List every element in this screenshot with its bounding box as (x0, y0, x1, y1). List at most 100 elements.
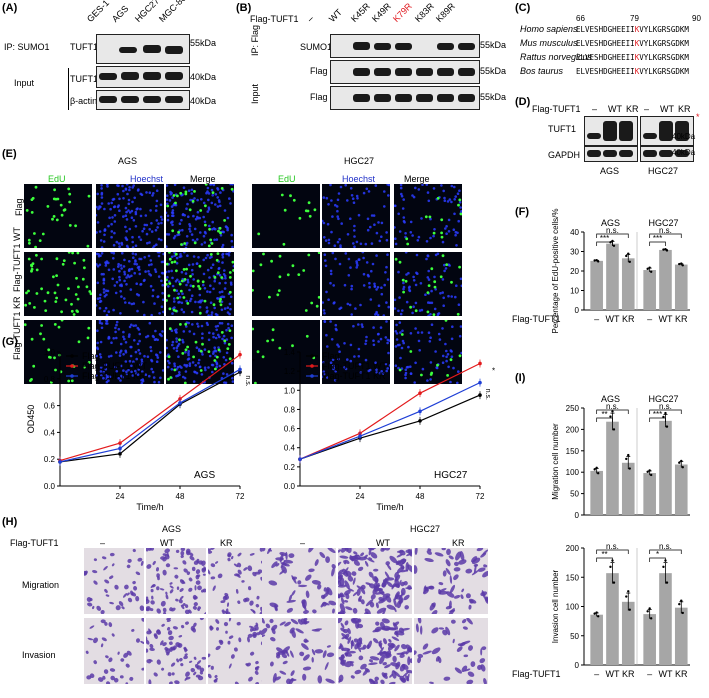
construct-label: Flag-TUFT1 (10, 538, 59, 548)
bar (643, 473, 656, 515)
data-point (681, 264, 684, 267)
row-label: Migration (22, 580, 60, 590)
col-label: – (300, 538, 306, 548)
sig-bracket (596, 557, 613, 562)
transwell-tile (262, 618, 336, 684)
microscopy-tile (252, 252, 320, 316)
data-point (625, 595, 628, 598)
legend-label: Flag-TUFT1 WT (322, 361, 387, 371)
x-tick-label: WT (605, 669, 619, 679)
sig-label: *** (653, 234, 662, 243)
y-tick-label: 150 (566, 573, 580, 582)
sig-bracket (596, 241, 613, 246)
lysine-79: K (634, 53, 640, 62)
col-label: KR (220, 538, 233, 548)
y-tick-label: 50 (570, 632, 579, 641)
mw-marker: 55kDa (480, 40, 507, 50)
legend-label: Flag (82, 351, 100, 361)
species-name: Bos taurus (520, 66, 564, 76)
data-point (646, 470, 649, 473)
lane-label: WT (660, 104, 674, 114)
cell-label: AGS (162, 524, 182, 534)
bracket-line (68, 68, 69, 110)
blot-ip-sumo1 (330, 34, 480, 58)
mw-marker: 40kDa (190, 96, 217, 106)
transwell-tile (84, 618, 144, 684)
x-tick-label: – (647, 669, 652, 679)
data-point (649, 617, 653, 620)
microscopy-tile (166, 184, 234, 248)
mw-marker: 40kDa (672, 132, 696, 141)
sig-bracket (649, 409, 682, 414)
y-tick-label: 200 (566, 544, 580, 553)
y-tick-label: 50 (570, 490, 579, 499)
cell-label: HGC27 (410, 524, 441, 534)
data-point (611, 410, 614, 413)
cell-label: HGC27 (344, 156, 375, 166)
x-tick-label: 48 (176, 492, 185, 501)
channel-label: Merge (190, 174, 216, 184)
row-label: Flag (310, 92, 328, 102)
group-label: AGS (601, 394, 620, 404)
series-line (299, 394, 481, 460)
blot-beta-actin (96, 90, 190, 110)
bar (621, 258, 635, 310)
transwell-tile (262, 548, 336, 614)
transwell-tile (84, 548, 144, 614)
sig-bracket (596, 409, 629, 414)
data-point (646, 610, 649, 613)
transwell-tile (146, 618, 206, 684)
sequence: ELVESHDGHEEIIKVYLKGRSGDKM (576, 53, 689, 62)
data-point (648, 607, 651, 610)
x-axis-label: Time/h (376, 502, 403, 512)
transwell-tile (414, 548, 488, 614)
x-axis-label: Flag-TUFT1 (512, 314, 561, 324)
y-tick-label: 1.2 (284, 367, 296, 376)
blot-tuft1-hgc27 (640, 116, 694, 146)
sig-label: n.s. (484, 389, 491, 400)
microscopy-tile (166, 320, 234, 384)
col-label: WT (160, 538, 174, 548)
star-marker: * (696, 112, 700, 122)
legend-marker (310, 354, 314, 358)
microscopy-tile (394, 252, 462, 316)
row-label: TUFT1 (70, 42, 98, 52)
y-tick-label: 0 (575, 661, 580, 670)
y-tick-label: 0.2 (284, 463, 296, 472)
microscopy-tile (322, 320, 390, 384)
panel-label-f: (F) (515, 206, 530, 218)
bar (606, 421, 619, 515)
data-point (595, 466, 598, 470)
transwell-tile (338, 618, 412, 684)
data-point (593, 612, 596, 615)
bar (659, 573, 672, 665)
legend-marker (310, 364, 314, 368)
input-label: Input (14, 78, 35, 88)
y-tick-label: 0.4 (44, 428, 56, 437)
legend-label: Flag-TUFT1 KR (322, 371, 386, 381)
sig-label: *** (653, 410, 662, 419)
blot-input-tuft1 (96, 66, 190, 88)
bar (590, 470, 603, 515)
x-axis-label: Flag-TUFT1 (512, 669, 561, 679)
panel-label-c: (C) (515, 2, 531, 14)
y-tick-label: 10 (570, 287, 579, 296)
bar (659, 420, 672, 515)
mw-marker: 55kDa (190, 38, 217, 48)
x-tick-label: 24 (116, 492, 125, 501)
species-name: Rattus norvegicus (520, 52, 593, 62)
bar (659, 249, 672, 310)
microscopy-tile (252, 184, 320, 248)
x-tick-label: WT (658, 669, 672, 679)
microscopy-tile (96, 184, 164, 248)
y-tick-label: 30 (570, 248, 579, 257)
y-tick-label: 1.0 (284, 386, 296, 395)
lane-label: KR (678, 104, 691, 114)
legend-marker (70, 374, 74, 378)
blot-gapdh-hgc27 (640, 146, 694, 162)
legend-label: Flag-TUFT1 KR (82, 371, 146, 381)
microscopy-tile (322, 184, 390, 248)
col-label: – (100, 538, 106, 548)
panel-label-g: (G) (2, 336, 18, 348)
y-tick-label: 150 (566, 447, 580, 456)
